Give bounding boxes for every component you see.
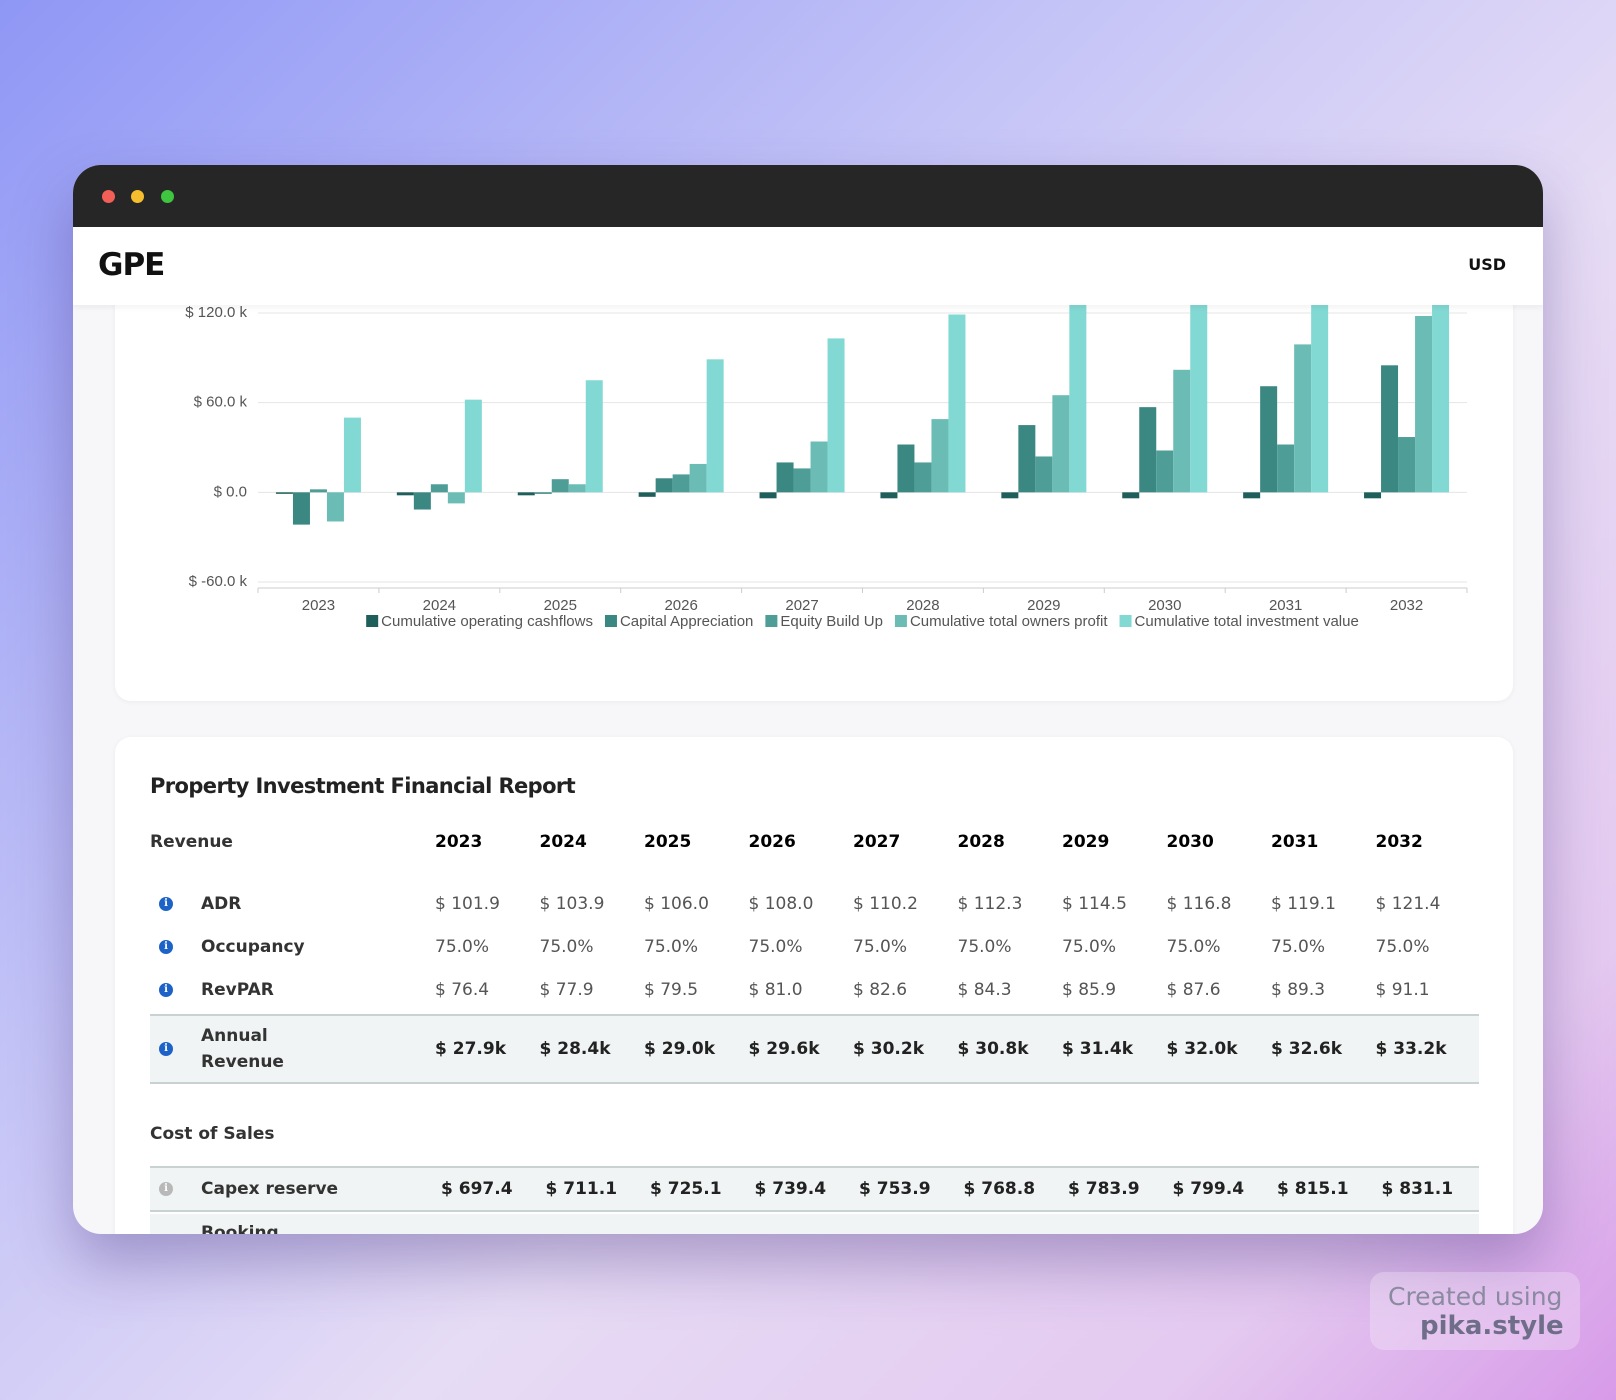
x-tick-label: 2030 bbox=[1148, 597, 1181, 614]
legend-swatch bbox=[765, 615, 778, 627]
bar bbox=[1035, 456, 1053, 493]
bar bbox=[759, 492, 777, 499]
legend: Cumulative operating cashflows Capital Ap… bbox=[366, 613, 1359, 630]
bar bbox=[689, 463, 707, 493]
bar bbox=[827, 338, 845, 493]
x-tick-label: 2031 bbox=[1269, 597, 1302, 614]
bar bbox=[1122, 492, 1140, 499]
bar bbox=[1052, 395, 1070, 493]
legend-swatch bbox=[604, 615, 617, 627]
bar bbox=[551, 479, 569, 493]
bar bbox=[1381, 365, 1399, 493]
bar bbox=[810, 441, 828, 493]
bar bbox=[1364, 492, 1382, 499]
bar bbox=[638, 492, 656, 497]
bar bbox=[464, 399, 482, 493]
title-bar bbox=[73, 165, 1543, 227]
legend-label: Capital Appreciation bbox=[620, 613, 753, 630]
bar bbox=[1415, 315, 1433, 493]
legend-label: Equity Build Up bbox=[780, 613, 883, 630]
bar bbox=[914, 462, 932, 493]
bar bbox=[1069, 292, 1087, 493]
x-tick-label: 2026 bbox=[664, 597, 697, 614]
bar bbox=[309, 489, 327, 493]
legend-swatch bbox=[894, 615, 907, 627]
currency-selector[interactable]: USD bbox=[1468, 255, 1506, 274]
bar bbox=[1190, 268, 1208, 493]
bar bbox=[672, 474, 690, 493]
bar bbox=[517, 492, 535, 496]
bar bbox=[568, 484, 586, 493]
bar bbox=[430, 484, 448, 493]
x-tick-label: 2024 bbox=[423, 597, 456, 614]
bar bbox=[1018, 425, 1036, 493]
x-tick-label: 2028 bbox=[906, 597, 939, 614]
bar bbox=[793, 468, 811, 493]
minimize-button[interactable] bbox=[131, 190, 144, 203]
watermark: Created using pika.style bbox=[1370, 1272, 1580, 1350]
maximize-button[interactable] bbox=[161, 190, 174, 203]
browser-window: GPE USD $ -60.0 k $ 0.0 $ 60.0 k $ 120.0 k 2… bbox=[73, 165, 1543, 1234]
bar bbox=[396, 492, 414, 496]
bar bbox=[706, 359, 724, 493]
watermark-brand: pika.style bbox=[1420, 1311, 1564, 1341]
x-tick-label: 2025 bbox=[544, 597, 577, 614]
chart: $ -60.0 k $ 0.0 $ 60.0 k $ 120.0 k 2023 2024 2… bbox=[185, 218, 1468, 630]
legend-label: Cumulative total investment value bbox=[1135, 613, 1359, 630]
bar bbox=[1001, 492, 1019, 499]
bar bbox=[880, 492, 898, 499]
bar bbox=[931, 419, 949, 493]
y-tick-label: $ -60.0 k bbox=[189, 573, 248, 590]
bar bbox=[1243, 492, 1261, 499]
y-tick-label: $ 60.0 k bbox=[194, 394, 248, 411]
bar bbox=[897, 444, 915, 493]
close-button[interactable] bbox=[102, 190, 115, 203]
bar bbox=[275, 492, 293, 494]
y-tick-label: $ 0.0 bbox=[214, 483, 247, 500]
bar bbox=[447, 492, 465, 504]
bar bbox=[343, 417, 361, 493]
bar bbox=[292, 492, 310, 525]
bar bbox=[1156, 450, 1174, 493]
legend-swatch bbox=[1119, 615, 1132, 627]
bar bbox=[1398, 437, 1416, 493]
logo[interactable]: GPE bbox=[98, 247, 165, 283]
bar bbox=[948, 314, 966, 493]
bar bbox=[1173, 369, 1191, 493]
bar bbox=[1260, 386, 1278, 493]
y-tick-label: $ 120.0 k bbox=[185, 304, 247, 321]
x-tick-label: 2029 bbox=[1027, 597, 1060, 614]
legend-label: Cumulative operating cashflows bbox=[381, 613, 593, 630]
bar bbox=[585, 380, 603, 493]
x-tick-label: 2032 bbox=[1390, 597, 1423, 614]
bar bbox=[1277, 444, 1295, 493]
report-card bbox=[115, 737, 1513, 1234]
bar bbox=[326, 492, 344, 522]
app-header: GPE USD bbox=[73, 227, 1543, 305]
bar bbox=[776, 462, 794, 493]
legend-swatch bbox=[366, 615, 379, 627]
bar bbox=[1139, 407, 1157, 493]
bar bbox=[534, 492, 552, 494]
bar bbox=[413, 492, 431, 510]
x-tick-label: 2023 bbox=[302, 597, 335, 614]
bar bbox=[1311, 244, 1329, 493]
bar bbox=[655, 478, 673, 493]
legend-label: Cumulative total owners profit bbox=[910, 613, 1108, 630]
watermark-text: Created using bbox=[1388, 1282, 1563, 1311]
x-tick-label: 2027 bbox=[785, 597, 818, 614]
bar bbox=[1294, 344, 1312, 493]
